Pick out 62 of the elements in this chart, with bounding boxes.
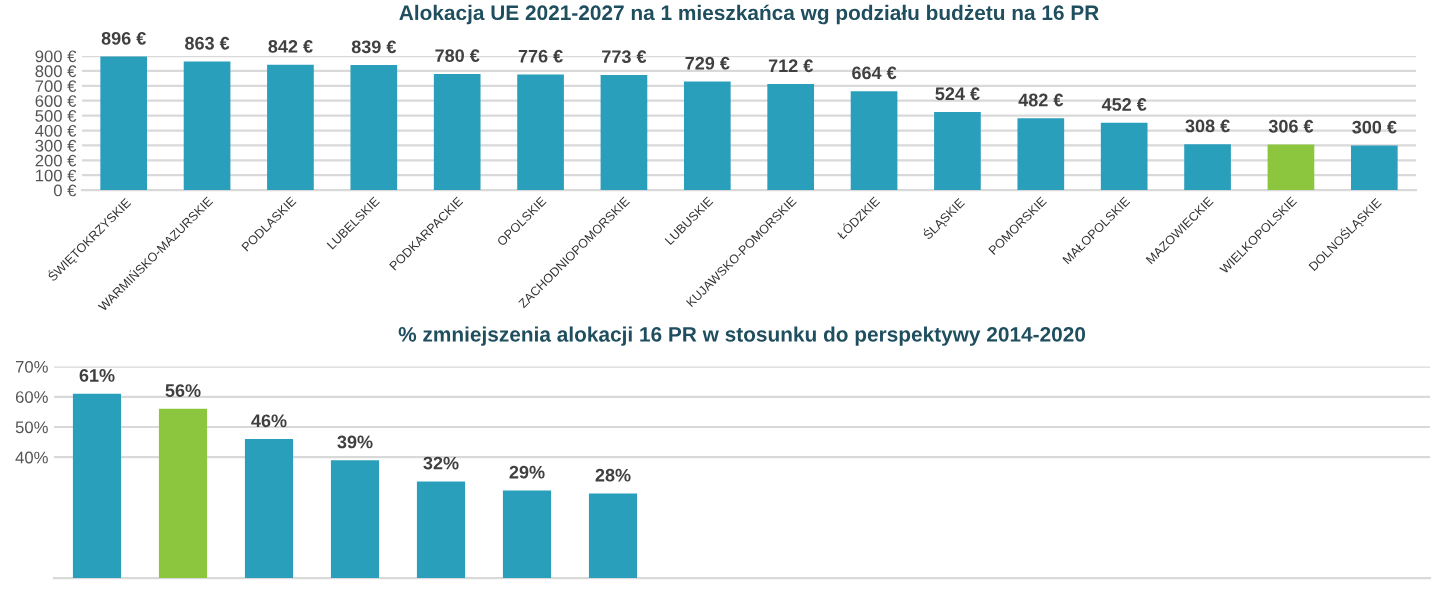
data-label: 712 € <box>768 59 813 73</box>
bar <box>1267 144 1315 191</box>
bar <box>244 439 294 579</box>
bar <box>850 91 898 191</box>
bar <box>1350 145 1398 191</box>
chart-title: Alokacja UE 2021-2027 na 1 mieszkańca wg podziału budżetu na 16 PR <box>399 4 1099 25</box>
bar <box>158 408 208 579</box>
y-tick-label: 700 € <box>35 80 77 93</box>
bar <box>767 84 815 191</box>
y-tick-label: 60% <box>15 391 48 403</box>
bar <box>330 460 380 579</box>
data-label: 729 € <box>685 56 730 70</box>
data-label: 29% <box>509 465 545 479</box>
bar <box>1017 118 1065 191</box>
bar <box>502 490 552 579</box>
data-label: 773 € <box>602 50 647 64</box>
bar <box>433 73 481 191</box>
data-label: 61% <box>79 369 115 382</box>
data-label: 28% <box>595 468 631 482</box>
y-tick-label: 70% <box>15 360 48 373</box>
bar <box>100 56 148 191</box>
data-label: 56% <box>165 384 201 397</box>
y-tick-label: 900 € <box>35 50 77 63</box>
bar <box>350 65 398 191</box>
data-label: 308 € <box>1185 119 1230 133</box>
y-tick-label: 400 € <box>35 124 77 137</box>
bar <box>934 112 981 191</box>
data-label: 32% <box>423 456 459 470</box>
bar <box>72 393 122 579</box>
bar <box>517 74 564 191</box>
bar <box>416 481 466 579</box>
data-label: 863 € <box>185 36 230 50</box>
data-label: 300 € <box>1352 120 1397 134</box>
y-tick-label: 500 € <box>35 110 77 122</box>
y-tick-label: 0 € <box>53 184 77 197</box>
bar <box>600 74 648 191</box>
data-label: 482 € <box>1018 93 1064 107</box>
bar <box>683 81 731 191</box>
data-label: 306 € <box>1268 119 1314 133</box>
bar <box>267 64 314 191</box>
data-label: 839 € <box>351 40 397 54</box>
data-label: 896 € <box>101 31 146 45</box>
y-tick-label: 200 € <box>35 154 77 167</box>
bar <box>1100 122 1148 191</box>
data-label: 524 € <box>935 87 980 101</box>
bar <box>1184 144 1231 191</box>
y-tick-label: 50% <box>15 421 48 434</box>
data-label: 39% <box>337 435 373 449</box>
y-tick-label: 300 € <box>35 139 77 152</box>
text: % zmniejszenia alokacji 16 PR w stosunku do perspektywy 2014-2020 <box>398 326 1086 346</box>
y-tick-label: 600 € <box>35 95 77 107</box>
bar <box>183 61 231 191</box>
y-tick-label: 100 € <box>36 169 77 182</box>
data-label: 780 € <box>435 49 480 62</box>
y-tick-label: 40% <box>15 451 48 464</box>
data-label: 452 € <box>1101 98 1147 111</box>
y-tick-label: 800 € <box>35 65 77 78</box>
data-label: 664 € <box>852 66 897 80</box>
data-label: 842 € <box>268 39 313 53</box>
data-label: 776 € <box>518 49 563 63</box>
data-label: 46% <box>251 414 287 428</box>
bar <box>588 493 638 579</box>
